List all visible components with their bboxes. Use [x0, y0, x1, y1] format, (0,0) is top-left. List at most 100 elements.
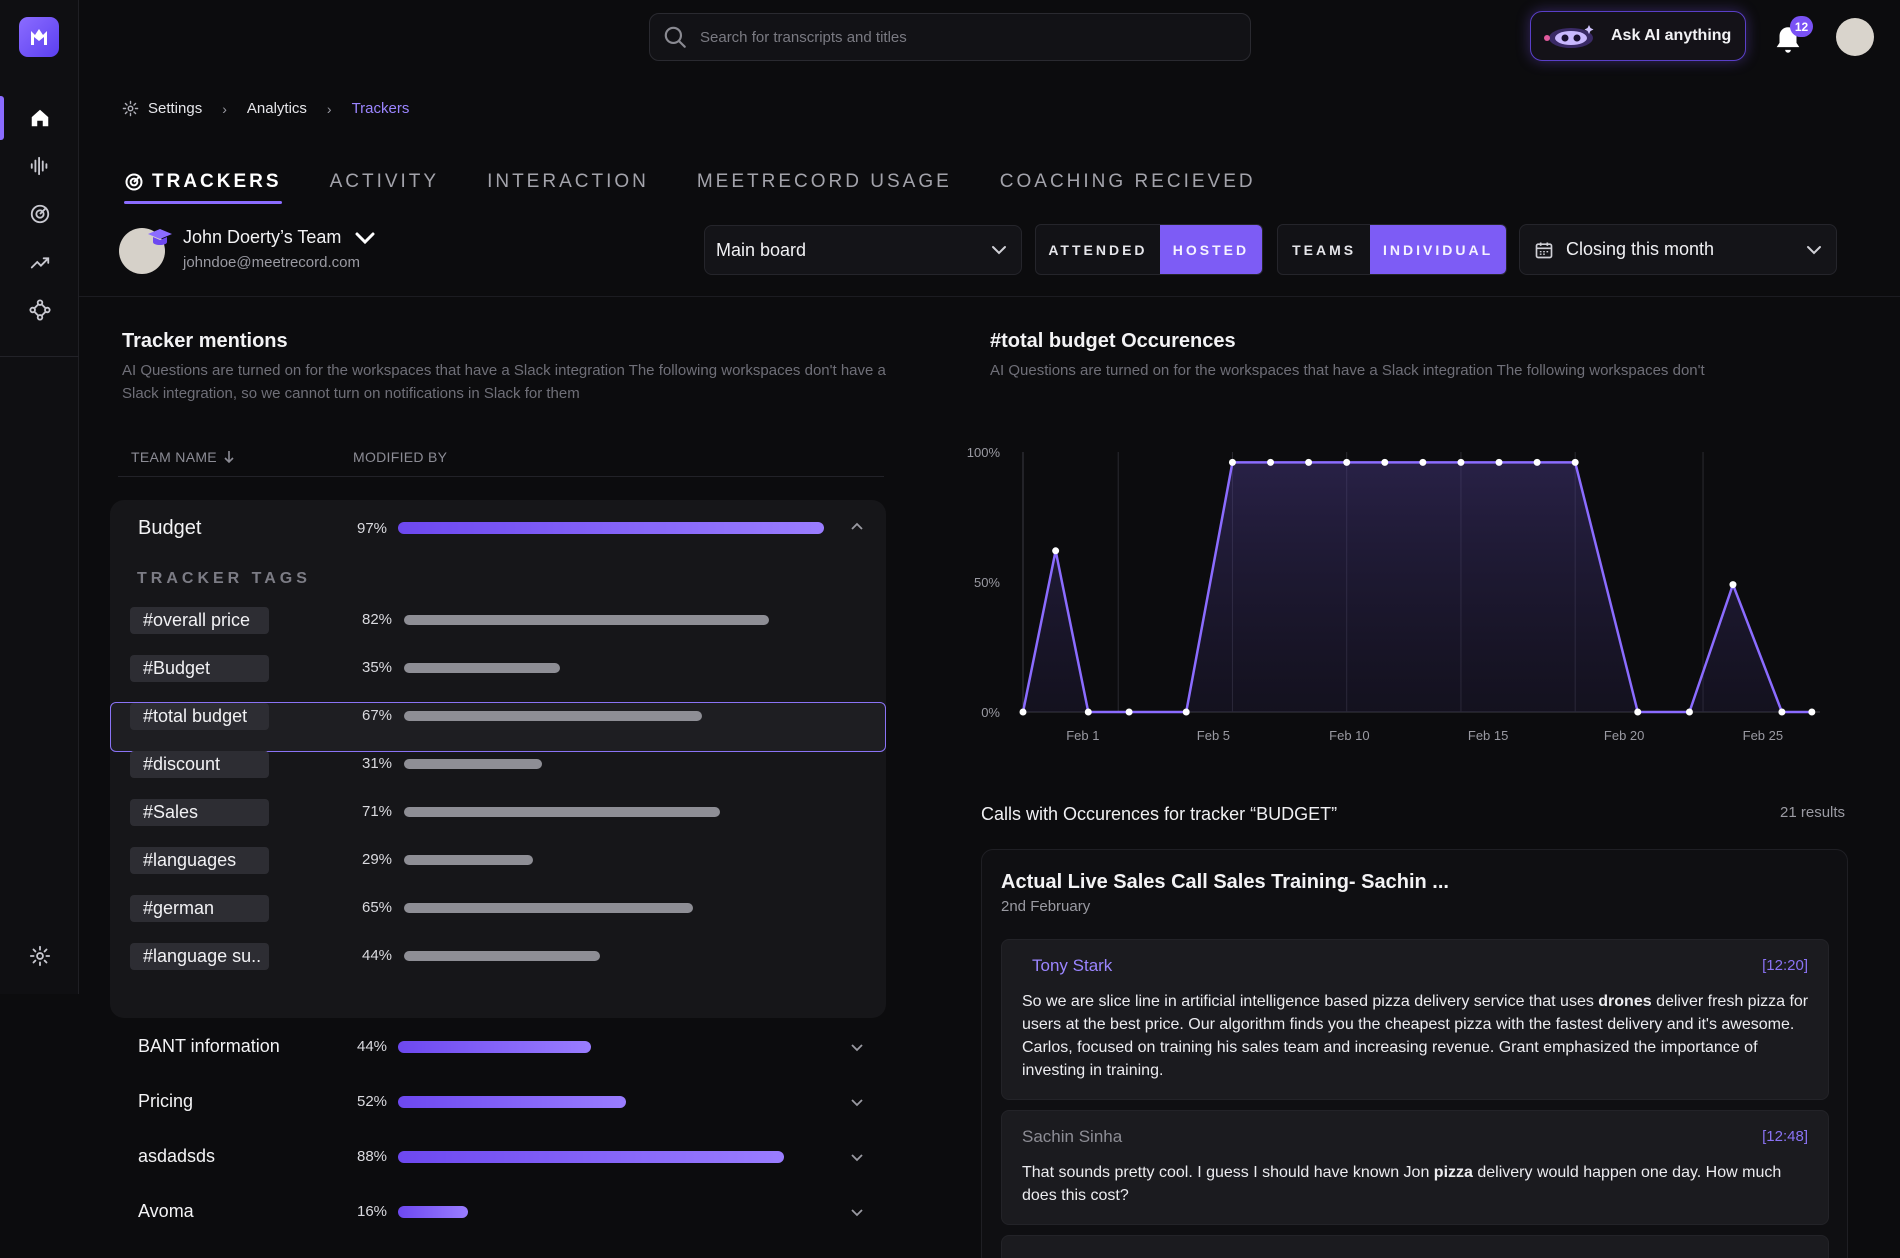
tab-coaching-recieved[interactable]: COACHING RECIEVED: [999, 171, 1256, 192]
transcript-message-partial[interactable]: [1001, 1235, 1829, 1258]
table-header-divider: [118, 476, 884, 477]
chart-x-tick-label: Feb 20: [1604, 728, 1644, 743]
group-name[interactable]: BANT information: [138, 1036, 280, 1056]
tab-meetrecord-usage[interactable]: MEETRECORD USAGE: [696, 171, 952, 192]
group-percent-budget: 97%: [357, 520, 388, 537]
occurrences-title: #total budget Occurences: [990, 330, 1236, 352]
tab-activity[interactable]: ACTIVITY: [329, 171, 440, 192]
chevron-down-icon[interactable]: [850, 1205, 864, 1219]
breadcrumb: Settings › Analytics › Trackers: [122, 100, 409, 117]
tracker-tag[interactable]: #total budget: [130, 703, 269, 730]
chevron-down-icon: [1807, 245, 1821, 254]
transcript-message[interactable]: Tony Stark [12:20] So we are slice line …: [1001, 939, 1829, 1100]
chart-x-tick-label: Feb 25: [1743, 728, 1783, 743]
chart-area: [1023, 462, 1812, 712]
message-speaker: Tony Stark: [1032, 956, 1113, 975]
chevron-down-icon[interactable]: [850, 1150, 864, 1164]
chart-y-tick-label: 0%: [981, 705, 1000, 720]
chevron-down-icon: [355, 232, 375, 244]
group-name-budget[interactable]: Budget: [138, 517, 202, 539]
call-date: 2nd February: [1001, 898, 1091, 915]
nav-settings[interactable]: [0, 934, 79, 978]
breadcrumb-trackers[interactable]: Trackers: [351, 100, 410, 117]
chart-data-point: [1457, 458, 1465, 466]
chart-x-tick-label: Feb 5: [1197, 728, 1230, 743]
toggle-attended[interactable]: ATTENDED: [1048, 241, 1148, 258]
chart-data-point: [1267, 458, 1275, 466]
tracker-tag[interactable]: #Sales: [130, 799, 269, 826]
tracker-tag[interactable]: #languages: [130, 847, 269, 874]
chart-y-tick-label: 100%: [967, 445, 1001, 460]
message-timestamp[interactable]: [12:20]: [1762, 957, 1808, 974]
arrow-down-icon: [224, 451, 234, 464]
group-percent: 88%: [357, 1148, 388, 1165]
message-speaker: Sachin Sinha: [1022, 1127, 1123, 1146]
tab-trackers[interactable]: TRACKERS: [124, 162, 282, 204]
nav-recordings[interactable]: [0, 144, 79, 188]
group-name[interactable]: Pricing: [138, 1091, 194, 1111]
tracker-mentions-title: Tracker mentions: [122, 330, 288, 352]
group-bar: [398, 1151, 784, 1163]
breadcrumb-analytics[interactable]: Analytics: [246, 100, 307, 117]
tag-percent: 35%: [362, 659, 393, 676]
group-bar: [398, 1206, 468, 1218]
tag-bar: [404, 951, 600, 961]
target-icon: [125, 173, 143, 191]
breadcrumb-settings[interactable]: Settings: [148, 100, 203, 117]
toggle-teams[interactable]: TEAMS: [1292, 241, 1357, 258]
col-modified-by[interactable]: MODIFIED BY: [353, 449, 448, 465]
tracker-mentions-description: AI Questions are turned on for the works…: [122, 362, 886, 402]
tracker-tag[interactable]: #Budget: [130, 655, 269, 682]
gear-icon: [29, 945, 50, 967]
tag-bar: [404, 663, 560, 673]
user-avatar[interactable]: [1836, 18, 1874, 56]
chevron-up-icon[interactable]: [850, 520, 864, 534]
chart-data-point: [1419, 458, 1427, 466]
search-input[interactable]: [700, 28, 1220, 46]
group-name[interactable]: Avoma: [138, 1201, 194, 1221]
chart-data-point: [1495, 458, 1503, 466]
board-dropdown[interactable]: Main board: [704, 225, 1022, 275]
nav-analytics[interactable]: [0, 240, 79, 284]
waveform-icon: [30, 156, 47, 176]
message-timestamp[interactable]: [12:48]: [1762, 1128, 1808, 1145]
toggle-hosted[interactable]: HOSTED: [1159, 225, 1262, 274]
col-team-name[interactable]: TEAM NAME: [131, 449, 235, 465]
date-filter-dropdown[interactable]: Closing this month: [1519, 224, 1837, 275]
ask-ai-button[interactable]: Ask AI anything: [1530, 11, 1746, 61]
group-percent: 52%: [357, 1093, 388, 1110]
group-bar-budget: [398, 522, 824, 534]
header-divider: [79, 296, 1900, 297]
tracker-tag[interactable]: #overall price: [130, 607, 269, 634]
nav-integrations[interactable]: [0, 288, 79, 332]
tag-percent: 44%: [362, 947, 393, 964]
board-selected: Main board: [716, 239, 807, 260]
tag-bar: [404, 615, 769, 625]
network-icon: [28, 299, 51, 321]
group-name[interactable]: asdadsds: [138, 1146, 216, 1166]
call-title[interactable]: Actual Live Sales Call Sales Training- S…: [1001, 871, 1449, 893]
chart-series-line: [1021, 461, 1812, 714]
col-team-name-label: TEAM NAME: [131, 449, 217, 465]
tag-percent: 71%: [362, 803, 393, 820]
chart-x-tick-label: Feb 1: [1066, 728, 1099, 743]
app-logo[interactable]: [19, 17, 59, 57]
nav-home[interactable]: [0, 96, 79, 140]
chart-data-point: [1381, 458, 1389, 466]
nav-trackers[interactable]: [0, 192, 79, 236]
chart-data-point: [1634, 708, 1642, 716]
chevron-down-icon[interactable]: [850, 1095, 864, 1109]
tracker-tag[interactable]: #discount: [130, 751, 269, 778]
chevron-right-icon: ›: [326, 100, 332, 117]
nav-divider: [0, 356, 79, 357]
toggle-individual[interactable]: INDIVIDUAL: [1370, 225, 1506, 274]
team-selector[interactable]: John Doerty’s Team: [183, 227, 375, 248]
transcript-message[interactable]: Sachin Sinha [12:48] That sounds pretty …: [1001, 1110, 1829, 1225]
message-text: That sounds pretty cool. I guess I shoul…: [1022, 1164, 1782, 1204]
tracker-tag[interactable]: #language su..: [130, 943, 269, 970]
calendar-icon: [1535, 242, 1553, 258]
chevron-down-icon[interactable]: [850, 1040, 864, 1054]
chart-data-point: [1125, 708, 1133, 716]
tab-interaction[interactable]: INTERACTION: [487, 171, 649, 192]
tracker-tag[interactable]: #german: [130, 895, 269, 922]
